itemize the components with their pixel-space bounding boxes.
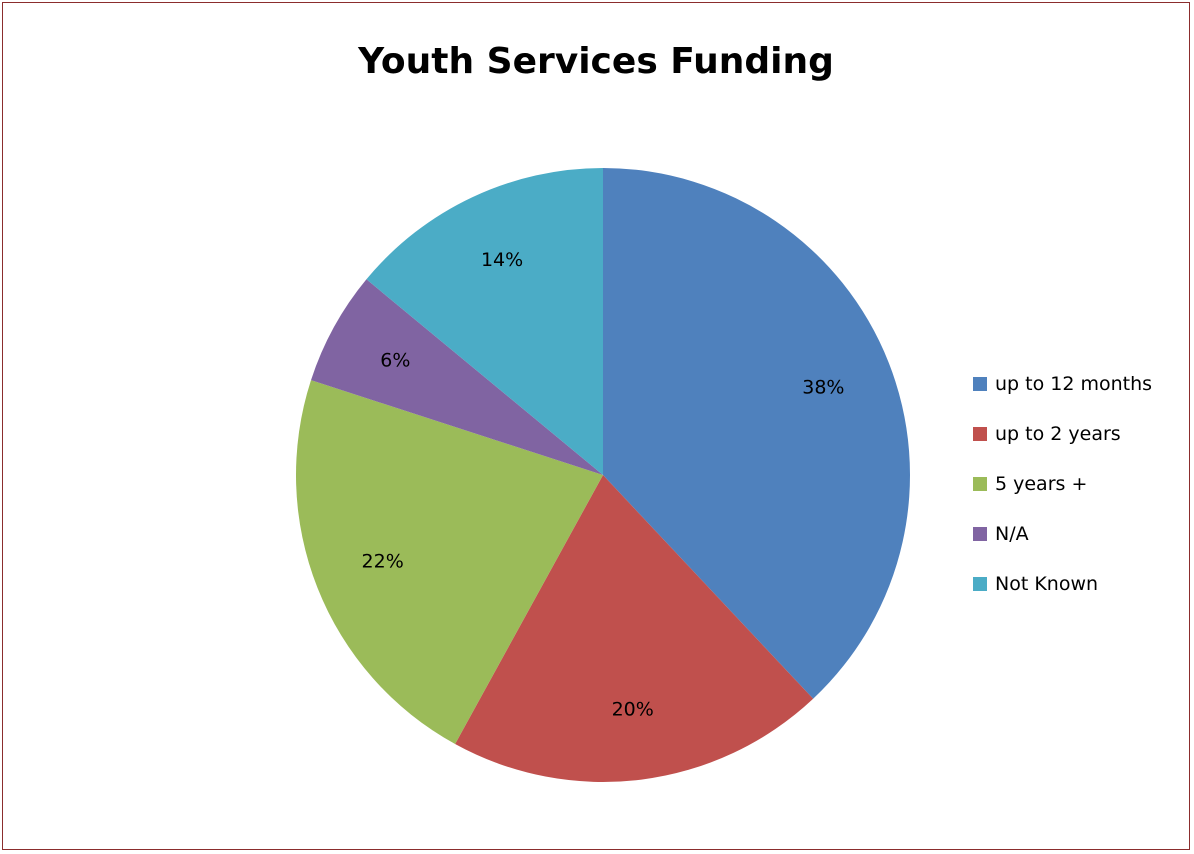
pie-slice-up-to-12-months	[603, 168, 911, 699]
chart-legend: up to 12 months up to 2 years 5 years + …	[973, 369, 1152, 619]
pie-slice-up-to-2-years	[455, 475, 814, 782]
pie-data-label: 6%	[380, 349, 410, 371]
legend-label: up to 12 months	[995, 373, 1153, 395]
legend-label: N/A	[995, 523, 1029, 545]
chart-title: Youth Services Funding	[358, 41, 834, 82]
pie-data-label: 38%	[802, 376, 844, 398]
legend-swatch	[973, 377, 987, 391]
pie-slice-not-known	[366, 168, 603, 475]
pie-data-label: 14%	[481, 249, 523, 271]
legend-swatch	[973, 577, 987, 591]
legend-item-up-to-12-months: up to 12 months	[973, 369, 1152, 399]
legend-swatch	[973, 477, 987, 491]
legend-swatch	[973, 427, 987, 441]
pie-data-label: 22%	[362, 551, 404, 573]
legend-label: up to 2 years	[995, 423, 1121, 445]
legend-label: 5 years +	[995, 473, 1088, 495]
pie-plot: 38% 20% 22% 6% 14%	[295, 168, 911, 782]
pie-slice-n-a	[311, 279, 603, 475]
legend-item-n-a: N/A	[973, 519, 1152, 549]
pie-data-label: 20%	[612, 699, 654, 721]
legend-item-up-to-2-years: up to 2 years	[973, 419, 1152, 449]
legend-item-not-known: Not Known	[973, 569, 1152, 599]
legend-label: Not Known	[995, 573, 1099, 595]
legend-item-5-years-plus: 5 years +	[973, 469, 1152, 499]
pie-slice-5-years	[295, 380, 603, 745]
pie-data-labels: 38% 20% 22% 6% 14%	[362, 249, 845, 721]
pie-slices	[295, 168, 911, 782]
legend-swatch	[973, 527, 987, 541]
